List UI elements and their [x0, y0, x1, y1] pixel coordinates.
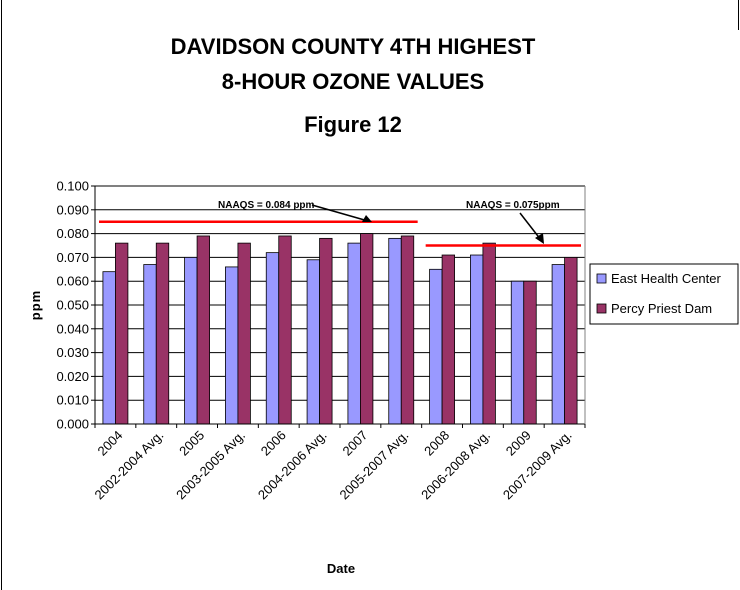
y-tick-labels: 0.000 0.010 0.020 0.030 0.040 0.050 0.060 0.070…	[56, 179, 89, 432]
y-tick-label: 0.000	[56, 417, 89, 432]
bar-east-health-center-0	[102, 271, 116, 425]
bar-east-health-center-4	[265, 252, 280, 425]
chart-title-line-1: DAVIDSON COUNTY 4TH HIGHEST	[171, 34, 536, 59]
x-tick-label: 2006	[258, 428, 289, 459]
bar-east-health-center-9	[470, 254, 484, 425]
bar-percy-priest-dam-3	[237, 242, 251, 425]
bar-east-health-center-1	[143, 264, 157, 425]
reference-annotations: NAAQS = 0.084 ppm NAAQS = 0.075ppm	[218, 200, 560, 244]
bar-percy-priest-dam-2	[196, 235, 210, 425]
plot-area: 0.000 0.010 0.020 0.030 0.040 0.050 0.060 0.070…	[56, 179, 586, 502]
y-tick-label: 0.100	[56, 179, 89, 194]
y-tick-label: 0.070	[56, 250, 89, 265]
naaqs-arrowhead-2	[535, 233, 544, 244]
bar-east-health-center-6	[347, 242, 361, 425]
bar-percy-priest-dam-0	[115, 242, 129, 425]
naaqs-arrowhead-1	[362, 215, 372, 222]
x-tick-label: 2008	[421, 428, 452, 459]
chart-title-line-3: Figure 12	[304, 112, 402, 137]
bar-east-health-center-2	[184, 256, 198, 425]
bars	[102, 233, 578, 425]
x-tick-label: 2004	[94, 428, 125, 459]
bar-percy-priest-dam-5	[319, 237, 333, 425]
y-tick-label: 0.090	[56, 202, 89, 217]
x-tick-label: 2007	[339, 428, 370, 459]
bar-percy-priest-dam-11	[564, 256, 578, 425]
y-axis-title: ppm	[28, 290, 43, 320]
y-tick-label: 0.080	[56, 226, 89, 241]
bar-percy-priest-dam-1	[155, 242, 170, 425]
bar-percy-priest-dam-6	[360, 233, 374, 425]
chart-title-line-2: 8-HOUR OZONE VALUES	[222, 69, 484, 94]
bar-east-health-center-11	[551, 264, 565, 425]
y-tick-label: 0.060	[56, 274, 89, 289]
bar-east-health-center-8	[429, 268, 443, 425]
naaqs-annotation-1: NAAQS = 0.084 ppm	[218, 200, 315, 211]
y-tick-label: 0.020	[56, 369, 89, 384]
y-tick-label: 0.010	[56, 393, 89, 408]
x-axis-title: Date	[327, 561, 355, 576]
legend-swatch-percy-priest-dam	[596, 303, 607, 314]
gridlines	[91, 185, 585, 425]
naaqs-arrow-1	[311, 204, 369, 222]
y-tick-label: 0.030	[56, 345, 89, 360]
x-tick-label: 2005	[176, 428, 207, 459]
bar-east-health-center-3	[225, 266, 239, 425]
bar-percy-priest-dam-9	[482, 242, 496, 425]
naaqs-arrow-2	[519, 212, 542, 241]
bar-percy-priest-dam-7	[400, 235, 415, 425]
bar-percy-priest-dam-4	[278, 235, 292, 425]
bar-east-health-center-10	[510, 280, 525, 425]
naaqs-annotation-2: NAAQS = 0.075ppm	[466, 200, 560, 211]
bar-east-health-center-5	[306, 259, 320, 425]
legend-box	[589, 263, 739, 325]
bar-percy-priest-dam-10	[523, 280, 537, 425]
y-tick-label: 0.050	[56, 298, 89, 313]
y-tick-label: 0.040	[56, 321, 89, 336]
legend-swatch-east-health-center	[596, 273, 607, 284]
x-tick-label: 2009	[503, 428, 534, 459]
bar-percy-priest-dam-8	[441, 254, 455, 425]
bar-east-health-center-7	[388, 237, 402, 425]
legend-label-east-health-center: East Health Center	[611, 271, 722, 286]
legend: East Health Center Percy Priest Dam	[589, 263, 739, 325]
legend-label-percy-priest-dam: Percy Priest Dam	[611, 301, 712, 316]
